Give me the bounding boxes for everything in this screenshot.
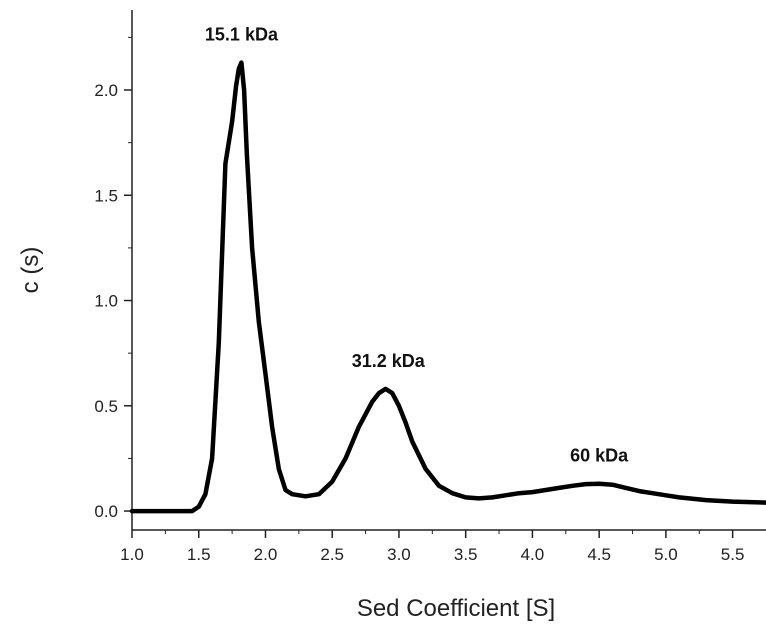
x-tick-label: 5.5 [721,545,745,564]
y-tick-label: 1.0 [94,292,118,311]
y-tick-label: 0.5 [94,397,118,416]
chart-ticks: 1.0 1.5 2.0 2.5 3.0 3.5 4.0 4.5 5.0 5.5 0.0 0.5 1.0 1… [94,36,745,564]
chart-series [129,60,766,514]
y-axis-title: c (s) [17,247,44,294]
peak-annotation: 15.1 kDa [205,25,279,45]
x-tick-label: 4.5 [587,545,611,564]
x-tick-label: 2.0 [254,545,278,564]
x-tick-label: 3.5 [454,545,478,564]
x-tick-label: 1.5 [187,545,211,564]
x-tick-label: 1.0 [120,545,144,564]
x-tick-label: 2.5 [320,545,344,564]
x-axis-title: Sed Coefficient [S] [357,595,555,622]
series-line [129,60,766,514]
x-tick-label: 3.0 [387,545,411,564]
y-tick-label: 0.0 [94,502,118,521]
x-tick-label: 4.0 [521,545,545,564]
peak-annotation: 60 kDa [570,446,629,466]
chart-annotations: 15.1 kDa 31.2 kDa 60 kDa [205,25,629,466]
x-tick-label: 5.0 [654,545,678,564]
y-tick-label: 1.5 [94,186,118,205]
chart-axes [131,10,766,531]
y-tick-label: 2.0 [94,81,118,100]
peak-annotation: 31.2 kDa [352,351,426,371]
